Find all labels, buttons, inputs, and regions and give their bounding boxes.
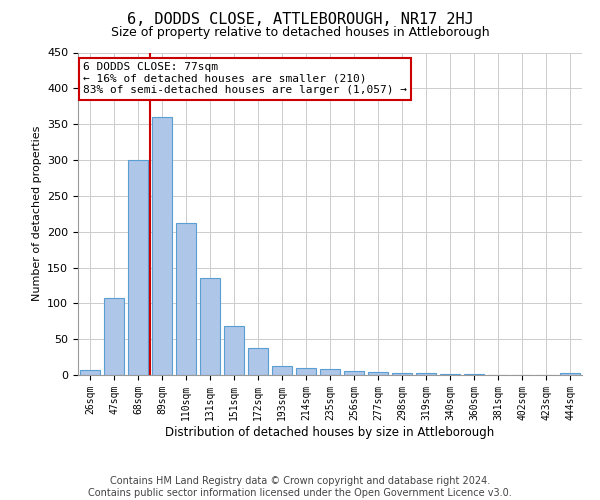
Bar <box>152 117 172 375</box>
X-axis label: Distribution of detached houses by size in Attleborough: Distribution of detached houses by size … <box>166 426 494 438</box>
Text: 6, DODDS CLOSE, ATTLEBOROUGH, NR17 2HJ: 6, DODDS CLOSE, ATTLEBOROUGH, NR17 2HJ <box>127 12 473 28</box>
Bar <box>176 223 196 375</box>
Y-axis label: Number of detached properties: Number of detached properties <box>32 126 41 302</box>
Bar <box>80 370 100 375</box>
Bar <box>200 278 220 375</box>
Bar <box>248 348 268 375</box>
Bar <box>296 368 316 375</box>
Bar <box>392 373 412 375</box>
Text: Contains HM Land Registry data © Crown copyright and database right 2024.
Contai: Contains HM Land Registry data © Crown c… <box>88 476 512 498</box>
Bar <box>440 374 460 375</box>
Bar <box>128 160 148 375</box>
Bar <box>416 373 436 375</box>
Text: 6 DODDS CLOSE: 77sqm
← 16% of detached houses are smaller (210)
83% of semi-deta: 6 DODDS CLOSE: 77sqm ← 16% of detached h… <box>83 62 407 96</box>
Bar <box>272 366 292 375</box>
Text: Size of property relative to detached houses in Attleborough: Size of property relative to detached ho… <box>110 26 490 39</box>
Bar <box>344 370 364 375</box>
Bar <box>560 373 580 375</box>
Bar <box>224 326 244 375</box>
Bar <box>368 372 388 375</box>
Bar <box>320 368 340 375</box>
Bar <box>104 298 124 375</box>
Bar <box>464 374 484 375</box>
